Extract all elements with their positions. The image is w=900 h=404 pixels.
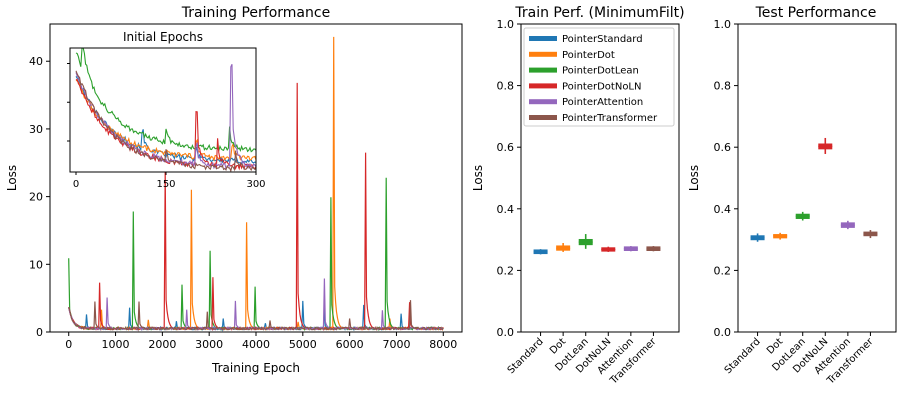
inset-x-tick-label: 150 <box>156 179 175 190</box>
legend-swatch-pointerdotnoln <box>529 83 557 89</box>
training-y-tick-label: 20 <box>29 191 43 204</box>
inset-title: Initial Epochs <box>123 30 203 44</box>
train-perf-panel: Train Perf. (MinimumFilt) 0.00.20.40.60.… <box>471 5 685 387</box>
inset-background <box>70 48 256 172</box>
train-perf-y-tick-label: 0.4 <box>497 203 515 216</box>
legend-swatch-pointerstandard <box>529 36 557 41</box>
legend-label-pointerstandard: PointerStandard <box>562 34 643 45</box>
training-x-tick-label: 4000 <box>242 338 270 351</box>
inset-line-pointerdotlean <box>75 47 257 153</box>
test-x-ticks: Standard DotDotLeanDotNoLNAttentionTransf… <box>723 332 876 387</box>
training-series-lines <box>68 36 444 332</box>
training-title: Training Performance <box>181 5 330 21</box>
test-plot-frame <box>737 23 897 333</box>
training-x-tick-label: 0 <box>65 338 72 351</box>
test-boxes <box>750 137 878 242</box>
training-y-ticks: 0 10 20 30 40 <box>29 55 50 339</box>
legend-frame <box>523 27 675 127</box>
inset-y-ticks <box>67 63 70 142</box>
test-performance-panel: Test Performance 0.0 0.2 0.4 0.6 0.8 1.0 Stan… <box>687 5 897 387</box>
train-perf-x-ticks: Standard DotDotLeanDotNoLNAttentionTransf… <box>506 332 659 387</box>
legend-swatch-pointerattention <box>529 99 557 105</box>
legend-swatch-pointerdotlean <box>529 67 557 73</box>
training-x-ticks: 0 1000 2000 3000 4000 5000 6000 7000 8000 <box>65 332 457 351</box>
training-y-tick-label: 30 <box>29 123 43 136</box>
inset-x-tick-label: 0 <box>73 179 79 190</box>
test-y-tick-label: 0.4 <box>714 203 732 216</box>
train-perf-x-tick-label: Standard <box>506 336 546 376</box>
training-y-tick-label: 10 <box>29 258 43 271</box>
train-perf-y-tick-label: 0.6 <box>497 141 515 154</box>
training-x-tick-label: 8000 <box>429 338 457 351</box>
train-perf-y-tick-label: 0.2 <box>497 264 515 277</box>
legend-label-pointerattention: PointerAttention <box>562 97 643 108</box>
legend-swatch-pointertransformer <box>529 115 557 120</box>
test-x-tick-label: Standard <box>723 336 763 376</box>
inset-x-ticks: 0 150 300 <box>73 172 266 190</box>
inset-x-tick-label: 300 <box>246 179 265 190</box>
test-y-tick-label: 0.8 <box>714 80 732 93</box>
legend-label-pointerdotlean: PointerDotLean <box>562 66 639 77</box>
training-x-tick-label: 3000 <box>195 338 223 351</box>
train-perf-y-label: Loss <box>471 165 485 191</box>
train-perf-title: Train Perf. (MinimumFilt) <box>514 5 684 21</box>
test-y-tick-label: 1.0 <box>714 18 732 31</box>
training-performance-panel: Training Performance 0 1000 2000 3000 4000 50… <box>5 5 463 375</box>
training-x-label: Training Epoch <box>211 361 300 375</box>
inset-line-pointertransformer <box>75 70 257 173</box>
train-perf-boxes <box>533 234 661 255</box>
training-y-tick-label: 40 <box>29 55 43 68</box>
test-y-tick-label: 0.6 <box>714 141 732 154</box>
training-x-tick-label: 7000 <box>382 338 410 351</box>
inset-frame <box>69 47 257 173</box>
inset-line-pointerdotnoln <box>75 78 257 171</box>
train-perf-y-tick-label: 0.0 <box>497 326 515 339</box>
training-x-tick-label: 5000 <box>289 338 317 351</box>
test-y-ticks: 0.0 0.2 0.4 0.6 0.8 1.0 <box>714 18 738 339</box>
train-perf-y-ticks: 0.0 0.2 0.4 0.6 0.8 1.0 <box>497 18 521 339</box>
inset-panel: 0 150 300 Initial Epochs <box>67 30 266 190</box>
test-y-tick-label: 0.0 <box>714 326 732 339</box>
legend: PointerStandard PointerDot PointerDotLean P… <box>523 27 675 127</box>
inset-series-lines <box>75 47 257 173</box>
legend-label-pointertransformer: PointerTransformer <box>562 113 658 124</box>
legend-swatch-pointerdot <box>529 51 557 57</box>
train-perf-y-tick-label: 1.0 <box>497 18 515 31</box>
legend-label-pointerdotnoln: PointerDotNoLN <box>562 81 641 92</box>
test-y-tick-label: 0.2 <box>714 264 732 277</box>
training-x-tick-label: 6000 <box>336 338 364 351</box>
legend-label-pointerdot: PointerDot <box>562 50 615 61</box>
train-perf-y-tick-label: 0.8 <box>497 80 515 93</box>
training-line-pointertransformer <box>68 300 444 332</box>
training-x-tick-label: 1000 <box>102 338 130 351</box>
training-y-label: Loss <box>5 165 19 191</box>
training-x-tick-label: 2000 <box>148 338 176 351</box>
train-perf-plot-frame <box>520 23 680 333</box>
training-y-tick-label: 0 <box>36 326 43 339</box>
training-line-pointerdotlean <box>68 177 444 331</box>
test-y-label: Loss <box>687 165 701 191</box>
test-title: Test Performance <box>755 5 877 21</box>
